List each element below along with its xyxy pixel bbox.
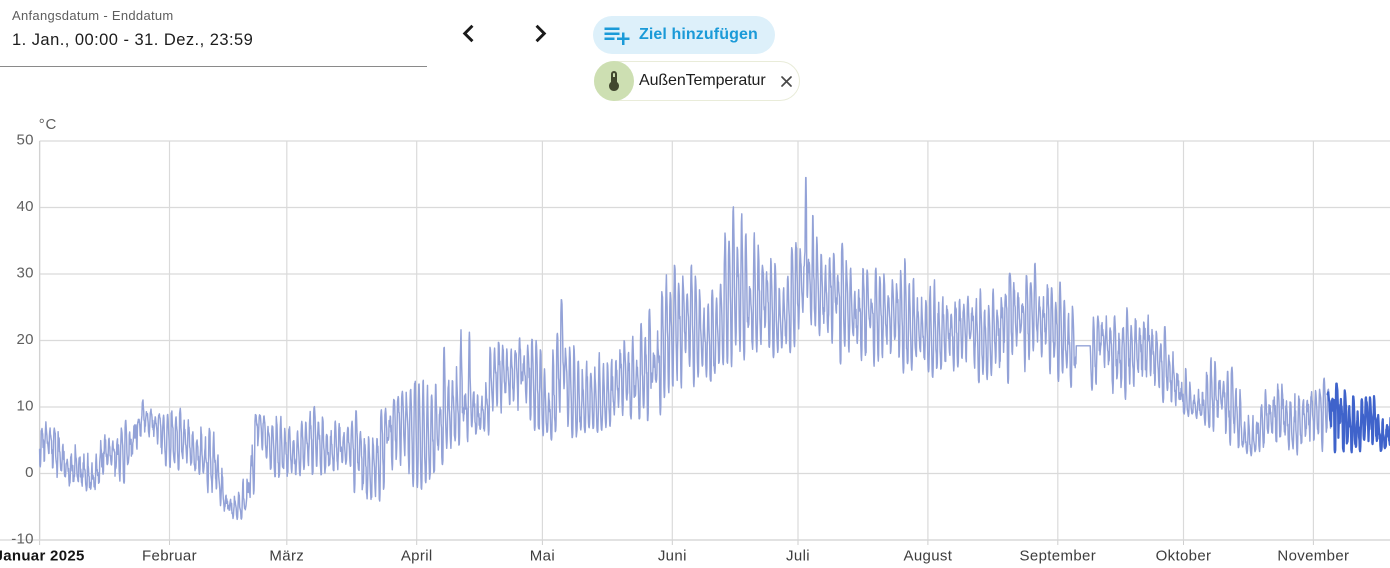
svg-text:April: April	[401, 548, 433, 565]
svg-text:50: 50	[17, 132, 34, 149]
svg-text:°C: °C	[39, 116, 57, 133]
svg-text:September: September	[1020, 548, 1097, 565]
svg-text:30: 30	[17, 265, 34, 282]
svg-text:Februar: Februar	[142, 548, 197, 565]
svg-text:0: 0	[25, 464, 34, 481]
svg-text:Oktober: Oktober	[1156, 548, 1212, 565]
svg-text:40: 40	[17, 198, 34, 215]
svg-text:Mai: Mai	[530, 548, 555, 565]
svg-text:-10: -10	[11, 531, 34, 548]
svg-text:Juli: Juli	[786, 548, 810, 565]
svg-text:August: August	[903, 548, 952, 565]
svg-text:10: 10	[17, 398, 34, 415]
svg-text:20: 20	[17, 331, 34, 348]
svg-text:November: November	[1277, 548, 1349, 565]
svg-text:Januar 2025: Januar 2025	[0, 548, 85, 565]
svg-text:März: März	[269, 548, 304, 565]
svg-text:Juni: Juni	[658, 548, 687, 565]
